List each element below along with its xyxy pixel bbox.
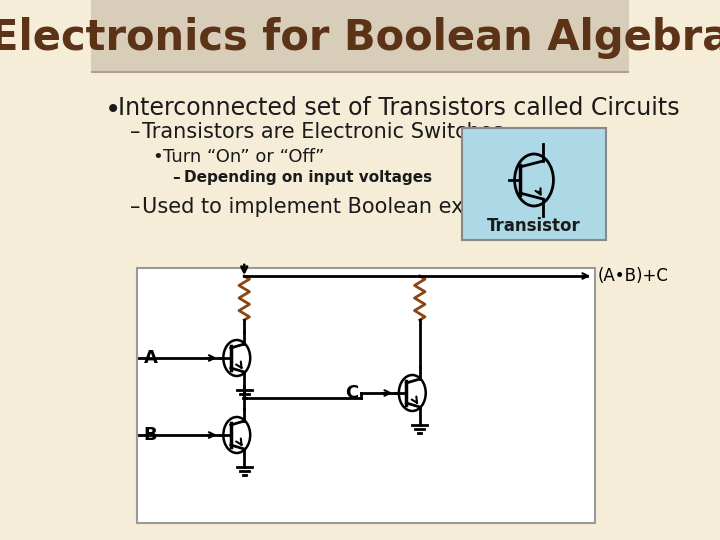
- Text: Electronics for Boolean Algebra: Electronics for Boolean Algebra: [0, 17, 720, 59]
- Text: Transistor: Transistor: [487, 217, 581, 235]
- Text: (A•B)+C: (A•B)+C: [598, 267, 668, 285]
- Bar: [462, 128, 606, 240]
- Text: –: –: [130, 122, 140, 142]
- Bar: [91, 0, 629, 72]
- Text: –: –: [172, 170, 179, 185]
- Text: B: B: [143, 426, 157, 444]
- Text: Depending on input voltages: Depending on input voltages: [184, 170, 432, 185]
- Bar: [138, 268, 595, 523]
- Text: Interconnected set of Transistors called Circuits: Interconnected set of Transistors called…: [118, 96, 680, 120]
- Text: C: C: [346, 384, 359, 402]
- Text: Turn “On” or “Off”: Turn “On” or “Off”: [163, 148, 324, 166]
- Text: A: A: [143, 349, 157, 367]
- Text: Transistors are Electronic Switches: Transistors are Electronic Switches: [142, 122, 503, 142]
- Text: •: •: [153, 148, 163, 166]
- Text: Used to implement Boolean expressions: Used to implement Boolean expressions: [142, 197, 562, 217]
- Text: –: –: [130, 197, 140, 217]
- Text: •: •: [104, 96, 121, 124]
